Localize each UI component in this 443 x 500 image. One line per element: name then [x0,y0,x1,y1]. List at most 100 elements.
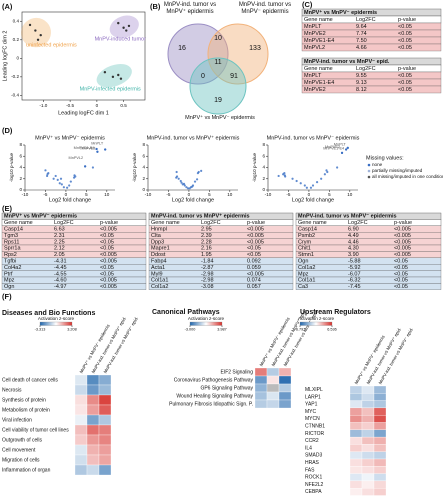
table-cell: 0.092 [247,258,261,264]
table-cell: -3.08 [201,284,214,290]
table-cell: MnPVE1-E4 [304,80,334,86]
heatmap-cell [361,385,375,394]
x-tick-label: 10 [104,192,110,197]
group-hull [21,17,52,48]
point [336,166,339,169]
table-cell: 2.16 [201,246,212,252]
table-cell: <0.05 [247,252,261,258]
x-tick-label: -0.5 [66,103,74,108]
point [175,170,178,174]
table-cell: <0.05 [394,278,408,284]
point-label: MnPLT [334,142,347,146]
heatmap-cell [349,473,363,482]
row-label: Metabolism of protein [2,407,50,413]
panel-label: (E) [2,204,13,213]
panel-label: (B) [150,2,161,11]
region-count: 91 [230,73,238,80]
heatmap-cell [74,464,88,476]
table-cell: Ogn [298,258,308,264]
heatmap-cell [74,424,88,436]
column-header: Gene name [304,17,333,23]
point [323,173,326,176]
heatmap-cell [349,458,363,467]
heatmap-cell [361,415,375,423]
point [103,71,107,74]
y-tick-label: -0.2 [11,74,19,79]
point [283,172,286,175]
colorbar-tick-label: 6.536 [327,328,337,332]
table-cell: 4.46 [348,239,359,245]
table-cell: <0.005 [100,284,117,290]
column-header: p-value [100,220,118,226]
point [182,182,186,185]
legend-swatch [367,169,371,173]
table-cell: Clta [151,233,162,239]
table-cell: 1.95 [201,252,212,258]
point [68,184,71,187]
heatmap-cell [74,444,88,456]
table-cell: 9.64 [356,24,367,30]
heatmap-cell [98,424,112,436]
point [36,38,40,41]
point [54,174,57,178]
y-tick-label: 4 [142,165,145,170]
heatmap-cell [86,424,100,436]
heatmap-cell [278,383,292,393]
table-cell: 4.66 [356,45,367,51]
heatmap-cell [98,454,112,466]
table-row-bg [1,283,147,290]
table-cell: Ptrf [4,271,13,277]
heatmap-cell [98,384,112,396]
table-cell: Acta1 [151,265,165,271]
x-tick-label: -10 [265,192,272,197]
region-count: 19 [214,97,222,104]
heatmap-cell [278,375,292,385]
table-row-bg [295,232,442,239]
table-cell: Hnmpl [151,226,167,232]
column-header: Log2FC [54,220,74,226]
table-cell: <0.005 [100,278,117,284]
point [186,187,190,190]
heatmap-cell [361,393,375,401]
table-cell: 2.12 [54,246,65,252]
set-label: MnPV⁺ vs MnPV⁻ epidermis [185,115,255,121]
table-row-bg [301,85,442,94]
point [59,177,63,180]
y-tick-label: 6 [142,153,145,158]
heatmap-cell [349,436,363,445]
table-cell: MnPVE2 [304,31,326,37]
heatmap-cell [349,385,363,394]
heatmap-cell [254,391,268,401]
table-cell: <0.05 [100,233,114,239]
point [303,184,306,187]
table-cell: Mapre1 [151,246,170,252]
table-row-bg [1,257,147,265]
column-header: Log2FC [348,220,368,226]
heatmap-cell [349,400,363,409]
labeled-point [345,148,348,151]
point [117,73,120,77]
colorbar-tick-label: -3.000 [185,328,196,332]
table-row-bg [295,238,442,246]
heatmap-cell [278,399,292,409]
heatmap-cell [86,394,100,406]
heatmap-cell [361,488,375,496]
heatmap-cell [266,399,280,409]
table-cell: 2.39 [201,233,212,239]
heatmap-cell [373,393,387,401]
point [291,177,294,180]
table-cell: <0.005 [247,233,264,239]
heatmap-cell [361,480,375,489]
row-label: YAP1 [305,402,318,408]
table-cell: <0.005 [247,226,264,232]
heatmap-cell [373,451,387,460]
colorbar [39,321,73,326]
y-tick-label: 0 [262,187,265,192]
heatmap-cell [98,464,112,476]
heatmap-cell [278,367,292,377]
table-cell: <0.005 [394,246,411,252]
y-tick-label: 4 [262,165,265,170]
legend-label: uninfected epidermis [26,43,77,49]
colorbar-title: Activation z-score [38,316,75,321]
